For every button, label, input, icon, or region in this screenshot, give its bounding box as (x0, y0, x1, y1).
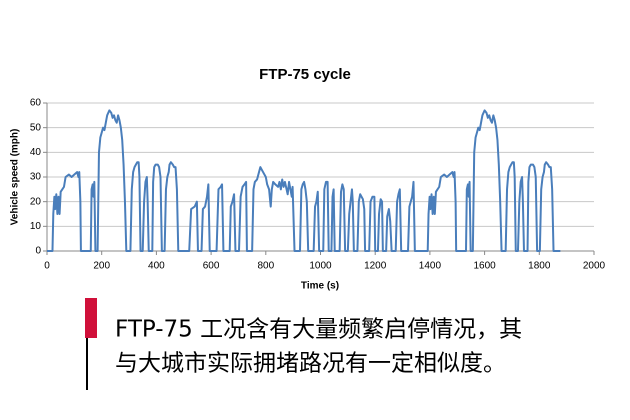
y-tick-label: 40 (30, 147, 42, 158)
y-tick-label: 30 (30, 172, 42, 183)
caption-line: 与大城市实际拥堵路况有一定相似度。 (115, 351, 506, 377)
x-tick-label: 1200 (364, 261, 387, 272)
y-tick-label: 60 (30, 98, 42, 109)
x-tick-label: 0 (44, 261, 50, 272)
x-tick-label: 200 (93, 261, 110, 272)
y-tick-label: 50 (30, 122, 42, 133)
x-tick-label: 1800 (528, 261, 551, 272)
y-tick-label: 10 (30, 221, 42, 232)
x-tick-label: 1600 (473, 261, 496, 272)
x-tick-label: 1400 (419, 261, 442, 272)
x-tick-label: 1000 (309, 261, 332, 272)
caption-line: FTP-75 工况含有大量频繁启停情况，其 (115, 317, 522, 343)
speed-line (47, 109, 561, 252)
x-tick-label: 2000 (583, 261, 606, 272)
x-tick-label: 600 (203, 261, 220, 272)
x-tick-label: 800 (257, 261, 274, 272)
caption-accent (85, 298, 97, 338)
y-tick-label: 20 (30, 196, 42, 207)
x-axis-label: Time (s) (301, 281, 339, 292)
y-tick-label: 0 (35, 246, 41, 257)
y-axis-label: Vehicle speed (mph) (10, 129, 21, 226)
x-tick-label: 400 (148, 261, 165, 272)
chart-title: FTP-75 cycle (259, 66, 351, 83)
